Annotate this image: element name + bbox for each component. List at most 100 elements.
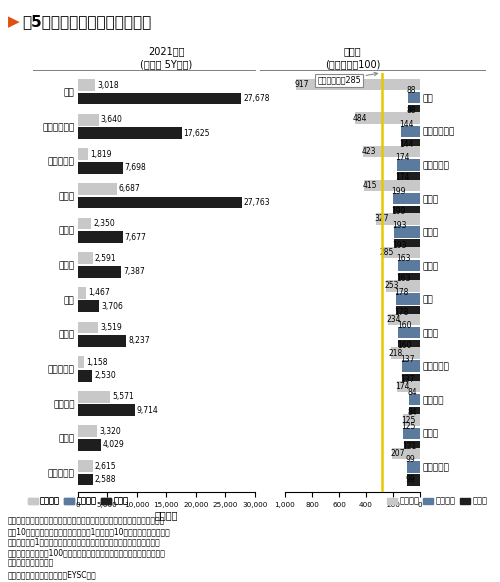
Bar xyxy=(396,293,420,305)
Bar xyxy=(78,439,102,451)
Bar xyxy=(78,252,93,264)
Text: の労働生産性を100とした場合に、中堅企業および大企業の同値の大: の労働生産性を100とした場合に、中堅企業および大企業の同値の大 xyxy=(8,548,166,557)
Bar xyxy=(78,79,96,91)
Bar xyxy=(78,231,123,243)
Text: 137: 137 xyxy=(400,355,414,364)
Text: 285: 285 xyxy=(380,248,394,257)
Text: 174: 174 xyxy=(395,154,409,162)
Bar xyxy=(78,93,241,104)
Text: 207: 207 xyxy=(390,449,405,458)
Text: 163: 163 xyxy=(396,274,411,283)
Bar xyxy=(363,146,420,158)
Bar xyxy=(78,113,99,126)
Bar xyxy=(78,287,86,299)
Text: 1,467: 1,467 xyxy=(88,288,110,297)
Text: 84: 84 xyxy=(407,409,416,417)
Text: 174: 174 xyxy=(395,173,409,182)
Text: 3,640: 3,640 xyxy=(101,115,122,124)
Text: 84: 84 xyxy=(407,388,416,398)
Bar xyxy=(408,407,420,418)
Text: 423: 423 xyxy=(362,147,376,156)
Text: 199: 199 xyxy=(392,187,406,196)
Text: 178: 178 xyxy=(394,308,408,317)
Text: 2,588: 2,588 xyxy=(94,475,116,484)
Bar xyxy=(393,206,420,217)
Title: 指数化
(中小企業＝100): 指数化 (中小企業＝100) xyxy=(325,46,380,69)
Text: は資本金1億円未満を指す。右側グラフは、各業種における中小企業: は資本金1億円未満を指す。右側グラフは、各業種における中小企業 xyxy=(8,538,160,546)
Bar xyxy=(400,126,420,137)
Text: 163: 163 xyxy=(396,254,411,263)
Text: 253: 253 xyxy=(384,282,398,290)
Text: 6,687: 6,687 xyxy=(119,184,141,193)
Text: 27,678: 27,678 xyxy=(243,94,270,103)
Bar xyxy=(78,162,123,173)
Text: 144: 144 xyxy=(399,140,413,149)
Bar xyxy=(78,183,117,195)
Text: 88: 88 xyxy=(406,86,416,95)
Bar xyxy=(396,306,420,318)
Bar xyxy=(406,461,420,473)
Text: 137: 137 xyxy=(400,375,414,384)
Text: 3,519: 3,519 xyxy=(100,323,122,332)
Text: 415: 415 xyxy=(362,181,377,190)
Text: 7,387: 7,387 xyxy=(123,267,144,276)
Bar xyxy=(398,327,420,338)
Text: 9,714: 9,714 xyxy=(136,406,158,415)
Text: 大企業全体：285: 大企業全体：285 xyxy=(317,72,378,84)
Text: 234: 234 xyxy=(387,315,402,324)
Text: 10億円以上、中堅企業とは資本金1億円以上10億円未満、中小企業と: 10億円以上、中堅企業とは資本金1億円以上10億円未満、中小企業と xyxy=(8,527,170,536)
Bar xyxy=(78,300,100,313)
Bar xyxy=(382,247,420,258)
Text: 3,018: 3,018 xyxy=(97,80,119,90)
Bar xyxy=(400,139,420,150)
Bar xyxy=(398,273,420,285)
Bar xyxy=(396,159,420,171)
Bar xyxy=(393,193,420,204)
Text: 199: 199 xyxy=(392,207,406,216)
Bar xyxy=(402,360,420,372)
Text: 17,625: 17,625 xyxy=(184,129,210,138)
Text: 917: 917 xyxy=(294,80,309,89)
Bar xyxy=(78,127,182,139)
Bar xyxy=(408,105,420,116)
Bar xyxy=(364,180,420,191)
Text: 27,763: 27,763 xyxy=(244,198,270,207)
Text: 99: 99 xyxy=(405,475,415,484)
Text: 99: 99 xyxy=(405,456,415,464)
Bar xyxy=(78,460,93,472)
Bar xyxy=(78,218,92,229)
Bar xyxy=(296,79,420,90)
Bar xyxy=(78,370,92,382)
Text: 5,571: 5,571 xyxy=(112,392,134,401)
Bar xyxy=(78,391,110,403)
Bar xyxy=(78,404,135,416)
Text: 2,591: 2,591 xyxy=(94,254,116,262)
Bar xyxy=(408,394,420,406)
Text: 図5　業種別規模別労働生産性: 図5 業種別規模別労働生産性 xyxy=(22,15,152,30)
Text: 出所：法人企業統計調査よりEYSC作成: 出所：法人企業統計調査よりEYSC作成 xyxy=(8,570,96,579)
Text: 2,615: 2,615 xyxy=(94,462,116,470)
Text: 88: 88 xyxy=(406,107,416,115)
Text: 7,677: 7,677 xyxy=(124,233,146,242)
Bar xyxy=(403,414,420,426)
Text: 160: 160 xyxy=(397,341,411,350)
Bar xyxy=(78,148,88,160)
Bar xyxy=(390,347,420,359)
Text: 125: 125 xyxy=(402,416,416,425)
Bar xyxy=(78,197,242,208)
Bar xyxy=(354,112,420,124)
Text: 125: 125 xyxy=(402,422,416,431)
Bar xyxy=(396,381,420,392)
Text: 4,029: 4,029 xyxy=(103,441,125,449)
Text: 178: 178 xyxy=(394,288,408,297)
Text: 327: 327 xyxy=(374,214,388,223)
Text: 218: 218 xyxy=(389,349,403,357)
Text: 1,158: 1,158 xyxy=(86,357,108,367)
Bar xyxy=(376,213,420,225)
Bar xyxy=(404,441,420,452)
Bar xyxy=(406,474,420,485)
Text: 7,698: 7,698 xyxy=(125,164,146,172)
Bar xyxy=(78,266,121,278)
Bar xyxy=(403,428,420,439)
Bar xyxy=(78,356,84,368)
